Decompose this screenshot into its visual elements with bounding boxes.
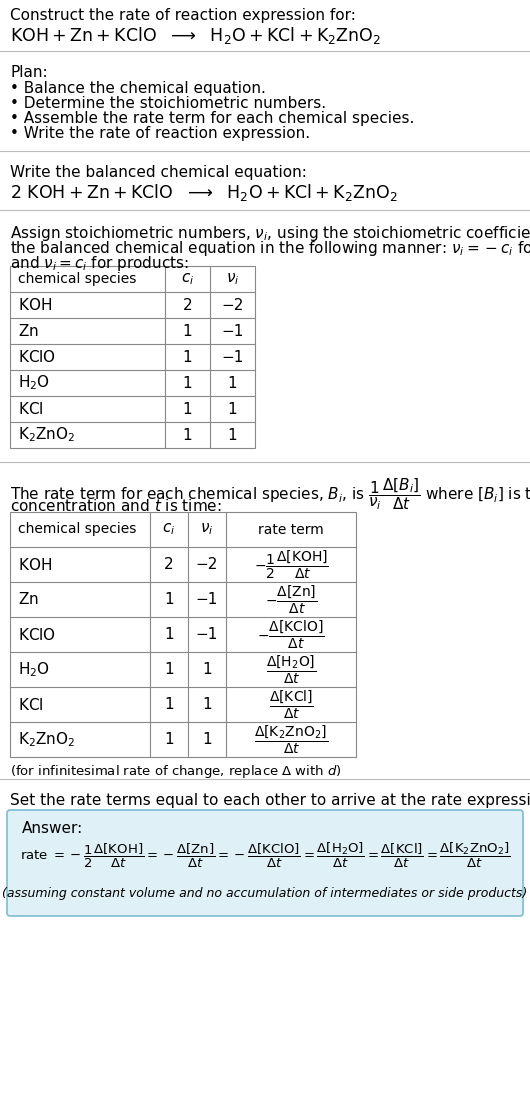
- Text: The rate term for each chemical species, $B_i$, is $\dfrac{1}{\nu_i}\dfrac{\Delt: The rate term for each chemical species,…: [10, 476, 530, 512]
- Text: the balanced chemical equation in the following manner: $\nu_i = -c_i$ for react: the balanced chemical equation in the fo…: [10, 239, 530, 258]
- Text: $\mathrm{2\ KOH + Zn + KClO\ \ \longrightarrow\ \ H_2O + KCl + K_2ZnO_2}$: $\mathrm{2\ KOH + Zn + KClO\ \ \longrigh…: [10, 182, 398, 204]
- Bar: [10, 267, 255, 448]
- FancyBboxPatch shape: [7, 810, 523, 916]
- Text: −1: −1: [222, 323, 244, 338]
- Text: 1: 1: [202, 697, 212, 712]
- Text: $\mathrm{K_2ZnO_2}$: $\mathrm{K_2ZnO_2}$: [18, 730, 75, 749]
- Bar: [10, 512, 356, 757]
- Text: Assign stoichiometric numbers, $\nu_i$, using the stoichiometric coefficients, $: Assign stoichiometric numbers, $\nu_i$, …: [10, 225, 530, 243]
- Text: $\mathrm{KOH}$: $\mathrm{KOH}$: [18, 298, 52, 313]
- Text: $\mathrm{H_2O}$: $\mathrm{H_2O}$: [18, 660, 50, 679]
- Text: $\mathrm{K_2ZnO_2}$: $\mathrm{K_2ZnO_2}$: [18, 426, 75, 445]
- Text: −2: −2: [222, 298, 244, 313]
- Text: $\mathrm{KOH + Zn + KClO\ \ \longrightarrow\ \ H_2O + KCl + K_2ZnO_2}$: $\mathrm{KOH + Zn + KClO\ \ \longrightar…: [10, 25, 381, 46]
- Text: 1: 1: [164, 592, 174, 607]
- Text: Set the rate terms equal to each other to arrive at the rate expression:: Set the rate terms equal to each other t…: [10, 793, 530, 808]
- Text: $\mathrm{H_2O}$: $\mathrm{H_2O}$: [18, 374, 50, 393]
- Text: (assuming constant volume and no accumulation of intermediates or side products): (assuming constant volume and no accumul…: [2, 887, 528, 900]
- Text: and $\nu_i = c_i$ for products:: and $\nu_i = c_i$ for products:: [10, 254, 189, 273]
- Text: (for infinitesimal rate of change, replace $\Delta$ with $d$): (for infinitesimal rate of change, repla…: [10, 763, 342, 780]
- Text: Construct the rate of reaction expression for:: Construct the rate of reaction expressio…: [10, 8, 356, 23]
- Text: $\dfrac{\Delta[\mathrm{KCl}]}{\Delta t}$: $\dfrac{\Delta[\mathrm{KCl}]}{\Delta t}$: [269, 688, 313, 721]
- Text: Answer:: Answer:: [22, 821, 83, 836]
- Text: 1: 1: [164, 662, 174, 677]
- Text: $\dfrac{\Delta[\mathrm{K_2ZnO_2}]}{\Delta t}$: $\dfrac{\Delta[\mathrm{K_2ZnO_2}]}{\Delt…: [254, 723, 328, 755]
- Text: −1: −1: [196, 592, 218, 607]
- Text: $\mathrm{Zn}$: $\mathrm{Zn}$: [18, 323, 39, 340]
- Text: Write the balanced chemical equation:: Write the balanced chemical equation:: [10, 165, 307, 180]
- Text: 1: 1: [202, 662, 212, 677]
- Text: −2: −2: [196, 557, 218, 572]
- Text: $\nu_i$: $\nu_i$: [200, 522, 214, 538]
- Text: 1: 1: [164, 697, 174, 712]
- Text: $\dfrac{\Delta[\mathrm{H_2O}]}{\Delta t}$: $\dfrac{\Delta[\mathrm{H_2O}]}{\Delta t}…: [266, 654, 316, 686]
- Text: 1: 1: [183, 428, 192, 442]
- Text: rate term: rate term: [258, 522, 324, 536]
- Text: $\mathrm{KCl}$: $\mathrm{KCl}$: [18, 697, 43, 712]
- Text: 1: 1: [183, 401, 192, 417]
- Text: $\mathrm{KClO}$: $\mathrm{KClO}$: [18, 626, 56, 643]
- Text: $c_i$: $c_i$: [181, 271, 194, 286]
- Text: −1: −1: [196, 627, 218, 641]
- Text: $\nu_i$: $\nu_i$: [226, 271, 239, 286]
- Text: • Determine the stoichiometric numbers.: • Determine the stoichiometric numbers.: [10, 96, 326, 111]
- Text: $\mathrm{Zn}$: $\mathrm{Zn}$: [18, 592, 39, 607]
- Text: chemical species: chemical species: [18, 272, 136, 286]
- Text: • Assemble the rate term for each chemical species.: • Assemble the rate term for each chemic…: [10, 111, 414, 126]
- Text: $-\dfrac{\Delta[\mathrm{KClO}]}{\Delta t}$: $-\dfrac{\Delta[\mathrm{KClO}]}{\Delta t…: [257, 618, 325, 650]
- Text: 1: 1: [202, 732, 212, 747]
- Text: 1: 1: [183, 323, 192, 338]
- Text: 1: 1: [228, 376, 237, 390]
- Text: 1: 1: [228, 428, 237, 442]
- Text: $\mathrm{KOH}$: $\mathrm{KOH}$: [18, 556, 52, 573]
- Text: $\mathrm{KCl}$: $\mathrm{KCl}$: [18, 401, 43, 417]
- Text: 1: 1: [183, 349, 192, 365]
- Text: • Balance the chemical equation.: • Balance the chemical equation.: [10, 81, 266, 96]
- Text: Plan:: Plan:: [10, 65, 48, 80]
- Text: 1: 1: [228, 401, 237, 417]
- Text: concentration and $t$ is time:: concentration and $t$ is time:: [10, 498, 222, 514]
- Text: 1: 1: [183, 376, 192, 390]
- Text: $-\dfrac{1}{2}\dfrac{\Delta[\mathrm{KOH}]}{\Delta t}$: $-\dfrac{1}{2}\dfrac{\Delta[\mathrm{KOH}…: [253, 549, 329, 581]
- Text: 1: 1: [164, 627, 174, 641]
- Text: • Write the rate of reaction expression.: • Write the rate of reaction expression.: [10, 126, 310, 140]
- Text: rate $= -\dfrac{1}{2}\dfrac{\Delta[\mathrm{KOH}]}{\Delta t}= -\dfrac{\Delta[\mat: rate $= -\dfrac{1}{2}\dfrac{\Delta[\math…: [20, 841, 510, 870]
- Text: $\mathrm{KClO}$: $\mathrm{KClO}$: [18, 349, 56, 365]
- Text: 2: 2: [183, 298, 192, 313]
- Text: 2: 2: [164, 557, 174, 572]
- Text: chemical species: chemical species: [18, 522, 136, 536]
- Text: −1: −1: [222, 349, 244, 365]
- Text: 1: 1: [164, 732, 174, 747]
- Text: $c_i$: $c_i$: [162, 522, 175, 538]
- Text: $-\dfrac{\Delta[\mathrm{Zn}]}{\Delta t}$: $-\dfrac{\Delta[\mathrm{Zn}]}{\Delta t}$: [265, 583, 317, 616]
